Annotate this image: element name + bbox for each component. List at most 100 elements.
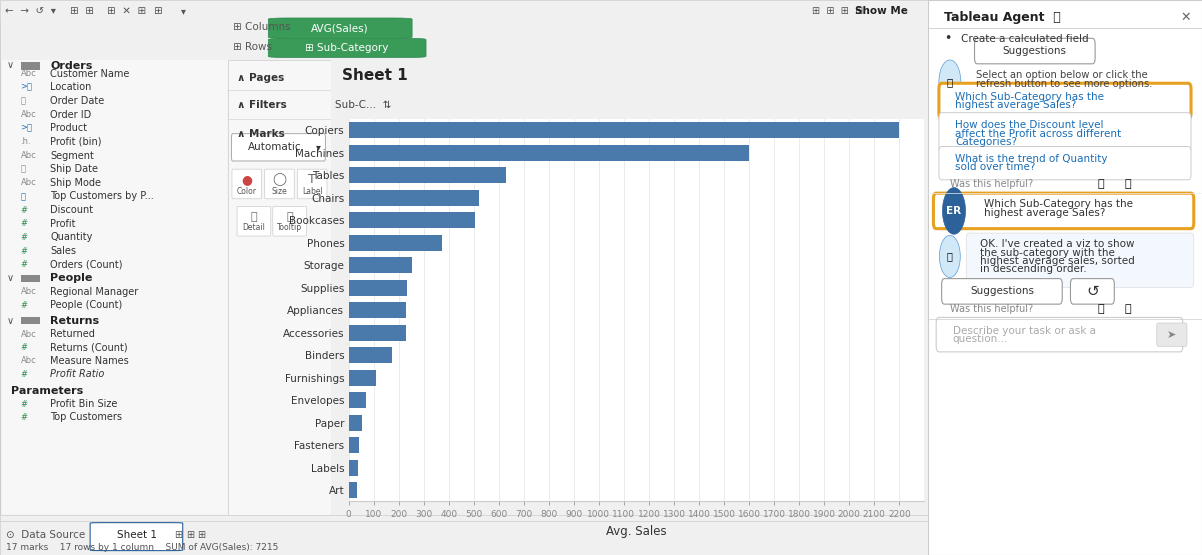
Text: Abc: Abc [20,151,36,160]
Bar [349,280,407,296]
Text: Abc: Abc [20,330,36,339]
Text: 🤖: 🤖 [947,77,953,87]
Text: 〈: 〈 [197,5,204,18]
Text: .h.: .h. [20,138,31,147]
Text: ⊙  Data Source: ⊙ Data Source [6,530,85,540]
Bar [349,167,506,183]
FancyBboxPatch shape [232,169,262,199]
Text: 📅: 📅 [20,165,25,174]
Text: Describe your task or ask a: Describe your task or ask a [953,326,1095,336]
Circle shape [939,60,960,104]
Text: Returns (Count): Returns (Count) [50,342,127,352]
Text: Automatic: Automatic [248,142,302,152]
FancyBboxPatch shape [237,206,270,236]
Bar [349,347,392,364]
Text: >📦: >📦 [20,124,32,133]
Bar [349,370,376,386]
FancyBboxPatch shape [8,35,177,52]
Text: Tooltip: Tooltip [278,223,302,232]
FancyBboxPatch shape [936,317,1183,352]
Text: Profit (bin): Profit (bin) [50,137,102,147]
Text: ▾: ▾ [316,142,321,152]
Text: Sheet 1: Sheet 1 [117,530,157,540]
Text: 👎: 👎 [1125,179,1131,189]
Text: 📅: 📅 [20,97,25,105]
FancyBboxPatch shape [268,38,426,58]
Text: Categories?: Categories? [956,137,1017,147]
Text: Abc: Abc [20,178,36,188]
Circle shape [940,235,960,278]
Text: ∨: ∨ [7,60,14,70]
Text: 🔗: 🔗 [20,192,25,201]
Text: 17 marks    17 rows by 1 column    SUM of AVG(Sales): 7215: 17 marks 17 rows by 1 column SUM of AVG(… [6,543,279,552]
Text: ↺: ↺ [1085,284,1099,299]
Text: Top Customers: Top Customers [50,412,123,422]
Text: Create a calculated field: Create a calculated field [960,34,1089,44]
Text: ◯: ◯ [273,173,286,186]
Text: #: # [20,370,28,379]
Text: People: People [50,274,93,284]
Text: Top Customers by P...: Top Customers by P... [50,191,154,201]
Text: #: # [20,246,28,256]
Text: 🔍: 🔍 [18,39,23,48]
X-axis label: Avg. Sales: Avg. Sales [606,525,667,538]
Text: ⊞: ⊞ [153,6,162,16]
Text: ▾: ▾ [182,6,186,16]
FancyBboxPatch shape [975,38,1095,64]
FancyBboxPatch shape [966,233,1194,287]
Text: Sales: Sales [50,246,76,256]
Text: ∧ Marks: ∧ Marks [237,129,285,139]
Text: highest average sales, sorted: highest average sales, sorted [980,256,1135,266]
Text: Ship Date: Ship Date [50,164,99,174]
Bar [349,145,749,161]
Text: Suggestions: Suggestions [970,286,1034,296]
Text: People (Count): People (Count) [50,300,123,310]
Text: 👎: 👎 [1125,304,1131,314]
Text: ✕: ✕ [1180,11,1191,24]
FancyBboxPatch shape [90,523,183,551]
Text: ⊞ Columns: ⊞ Columns [233,22,291,32]
Text: Was this helpful?: Was this helpful? [950,304,1033,314]
Text: Label: Label [302,186,322,195]
Text: Customer Name: Customer Name [50,69,130,79]
Text: Detail: Detail [243,223,266,232]
Text: ➤: ➤ [1167,330,1177,340]
Bar [5,20,91,22]
FancyBboxPatch shape [934,193,1194,229]
Text: ⊞  ⊞: ⊞ ⊞ [70,6,94,16]
Text: Measure Names: Measure Names [50,356,129,366]
Text: Sub-C...  ⇅: Sub-C... ⇅ [335,100,392,110]
Text: ←  →  ↺  ▾: ← → ↺ ▾ [5,6,55,16]
Text: Tableau Agent  ⓘ: Tableau Agent ⓘ [945,11,1061,24]
Text: What is the trend of Quantity: What is the trend of Quantity [956,154,1108,164]
Text: Tables: Tables [12,51,50,61]
Bar [20,62,40,69]
Text: ⊞  ✕  ⊞: ⊞ ✕ ⊞ [107,6,145,16]
Bar [349,122,899,138]
Text: ▼  ▾: ▼ ▾ [179,39,196,48]
Text: Search: Search [58,38,90,48]
Bar [349,415,362,431]
Text: Product: Product [50,123,88,133]
Text: Ship Mode: Ship Mode [50,178,101,188]
Bar [349,482,357,498]
Bar [0,0,228,21]
Text: Profit Bin Size: Profit Bin Size [50,399,118,409]
Text: #: # [20,260,28,269]
Bar [20,275,40,282]
Text: ⊞ Rows: ⊞ Rows [233,42,272,52]
Bar [349,190,478,206]
Text: Show Me: Show Me [855,6,908,16]
Text: 💬: 💬 [286,213,293,223]
Text: ⊞: ⊞ [186,530,194,540]
Bar [349,392,365,408]
Text: Abc: Abc [20,69,36,78]
Text: #: # [20,413,28,422]
Text: #: # [20,301,28,310]
Text: Which Sub-Category has the: Which Sub-Category has the [984,199,1133,209]
Bar [349,235,442,251]
Bar [349,437,358,453]
Text: 👍: 👍 [1097,304,1103,314]
Text: #: # [20,206,28,215]
FancyBboxPatch shape [941,279,1063,304]
